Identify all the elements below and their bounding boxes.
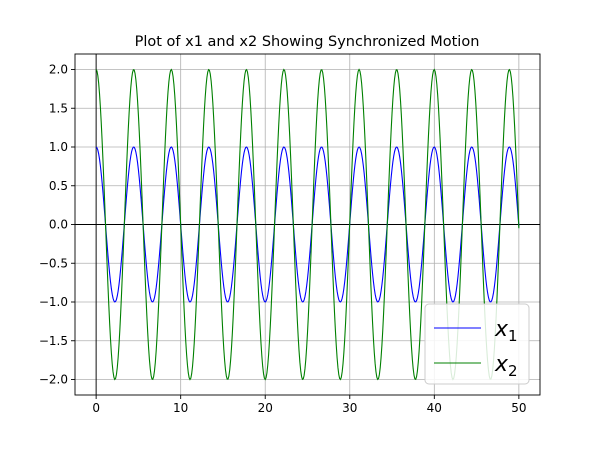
y-tick-label: −2.0 [39,373,68,387]
y-tick-label: −1.5 [39,334,68,348]
y-tick-label: 0.0 [49,218,68,232]
x-tick-label: 30 [342,401,357,415]
series-line-x1 [95,146,520,303]
x-tick-label: 50 [511,401,526,415]
y-tick-label: 2.0 [49,63,68,77]
legend-box [424,303,530,385]
x-axis-ticks: 0 10 20 30 40 50 [92,395,527,415]
y-axis-ticks: −2.0 −1.5 −1.0 −0.5 0.0 0.5 1.0 1.5 2.0 [39,63,75,387]
legend-subscript: 2 [508,362,518,380]
x-tick-label: 0 [92,401,100,415]
x-tick-label: 40 [427,401,442,415]
chart-title: Plot of x1 and x2 Showing Synchronized M… [135,34,480,50]
legend-subscript: 1 [508,327,518,345]
y-tick-label: 1.0 [49,140,68,154]
y-tick-label: 1.5 [49,101,68,115]
x-tick-label: 10 [173,401,188,415]
y-tick-label: 0.5 [49,179,68,193]
y-tick-label: −1.0 [39,295,68,309]
x-tick-label: 20 [258,401,273,415]
y-tick-label: −0.5 [39,256,68,270]
